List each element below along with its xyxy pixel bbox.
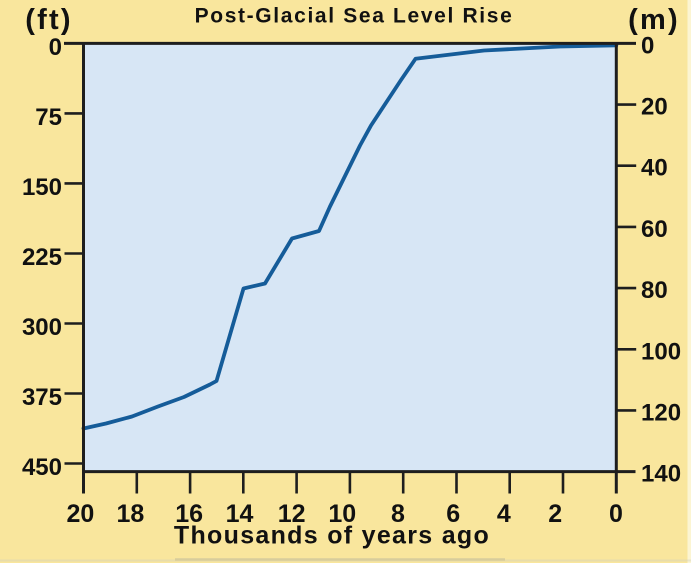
svg-text:80: 80 xyxy=(641,277,668,304)
svg-text:140: 140 xyxy=(641,461,681,488)
svg-text:0: 0 xyxy=(49,34,62,61)
svg-text:450: 450 xyxy=(22,454,62,481)
svg-text:300: 300 xyxy=(22,314,62,341)
svg-text:20: 20 xyxy=(641,94,668,121)
svg-text:Post-Glacial Sea Level Rise: Post-Glacial Sea Level Rise xyxy=(195,5,514,28)
svg-text:0: 0 xyxy=(609,500,623,528)
svg-text:225: 225 xyxy=(22,244,62,271)
svg-text:40: 40 xyxy=(641,155,668,182)
svg-text:375: 375 xyxy=(22,384,62,411)
svg-text:0: 0 xyxy=(641,32,654,59)
svg-text:(m): (m) xyxy=(628,4,680,36)
svg-text:14: 14 xyxy=(226,500,254,528)
svg-text:20: 20 xyxy=(66,500,94,528)
svg-text:6: 6 xyxy=(446,500,460,528)
svg-text:16: 16 xyxy=(175,500,203,528)
svg-text:150: 150 xyxy=(22,174,62,201)
svg-text:12: 12 xyxy=(278,500,306,528)
svg-text:120: 120 xyxy=(641,399,681,426)
svg-text:75: 75 xyxy=(35,104,62,131)
svg-text:10: 10 xyxy=(328,500,356,528)
svg-text:4: 4 xyxy=(497,500,511,528)
svg-text:(ft): (ft) xyxy=(25,4,72,36)
svg-text:60: 60 xyxy=(641,216,668,243)
svg-text:8: 8 xyxy=(391,500,405,528)
svg-text:Thousands of years ago: Thousands of years ago xyxy=(174,522,490,550)
svg-text:100: 100 xyxy=(641,338,681,365)
svg-text:2: 2 xyxy=(548,500,562,528)
svg-text:18: 18 xyxy=(116,500,144,528)
